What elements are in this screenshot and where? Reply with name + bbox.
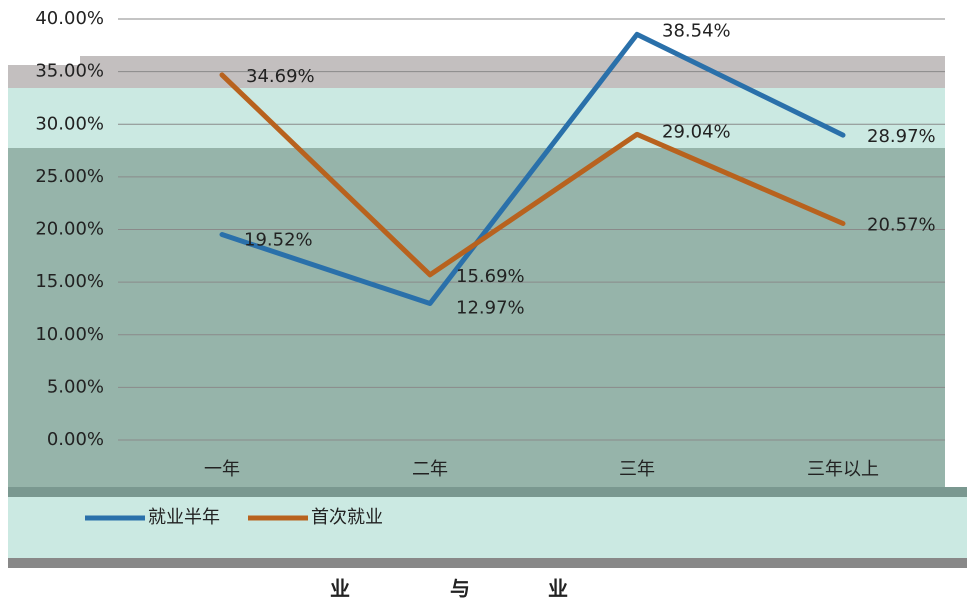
caption: 业 bbox=[330, 577, 350, 601]
bg-band bbox=[8, 148, 945, 487]
legend-label: 首次就业 bbox=[311, 507, 383, 528]
data-label: 38.54% bbox=[662, 20, 731, 41]
bg-band bbox=[8, 487, 967, 497]
data-label: 29.04% bbox=[662, 121, 731, 142]
data-label: 12.97% bbox=[456, 297, 525, 318]
data-label: 28.97% bbox=[867, 126, 936, 147]
bg-band bbox=[8, 497, 967, 558]
y-tick-label: 5.00% bbox=[47, 376, 104, 397]
y-tick-label: 40.00% bbox=[35, 8, 104, 29]
series-line bbox=[219, 31, 846, 306]
legend-label: 就业半年 bbox=[148, 507, 220, 528]
bg-band bbox=[8, 65, 80, 88]
x-tick-label: 三年以上 bbox=[807, 459, 879, 480]
x-tick-label: 三年 bbox=[619, 459, 655, 480]
y-tick-label: 20.00% bbox=[35, 219, 104, 240]
x-tick-label: 一年 bbox=[204, 459, 240, 480]
y-tick-label: 15.00% bbox=[35, 271, 104, 292]
bg-band bbox=[8, 88, 945, 148]
y-tick-label: 0.00% bbox=[47, 429, 104, 450]
y-tick-label: 30.00% bbox=[35, 113, 104, 134]
y-tick-label: 10.00% bbox=[35, 324, 104, 345]
bg-band bbox=[8, 558, 967, 568]
y-tick-label: 25.00% bbox=[35, 166, 104, 187]
data-label: 20.57% bbox=[867, 215, 936, 236]
data-label: 34.69% bbox=[246, 66, 315, 87]
y-tick-label: 35.00% bbox=[35, 61, 104, 82]
plot: 19.52% 12.97% 38.54% 28.97% 34.69% 15.69% 29.0… bbox=[219, 20, 936, 318]
data-label: 15.69% bbox=[456, 266, 525, 287]
x-tick-label: 二年 bbox=[412, 459, 448, 480]
series-line bbox=[219, 72, 846, 278]
caption: 与 bbox=[450, 577, 470, 601]
data-label: 19.52% bbox=[244, 230, 313, 251]
grid bbox=[118, 18, 945, 441]
caption: 业 bbox=[548, 577, 568, 601]
